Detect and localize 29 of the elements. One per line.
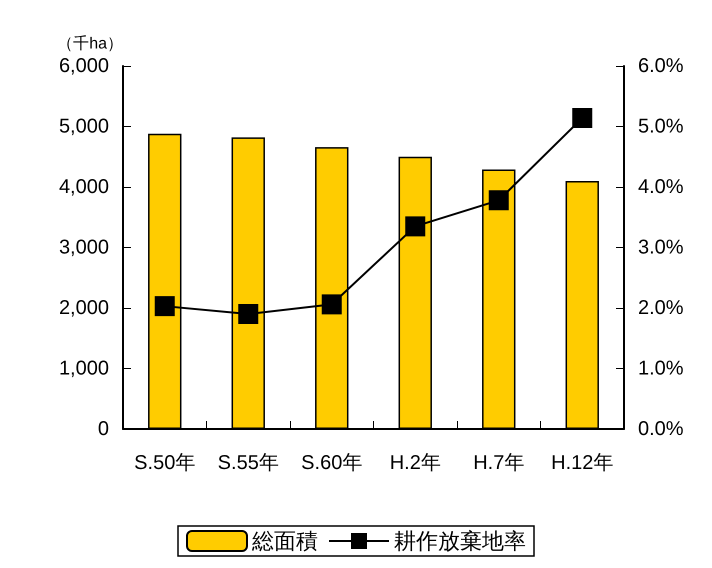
point	[238, 304, 258, 324]
x-tick-label: S.60年	[301, 452, 362, 474]
y-tick-label: 3,000	[58, 236, 109, 258]
y2-tick-label: 1.0%	[638, 358, 684, 380]
legend-label: 耕作放棄地率	[394, 528, 526, 554]
y2-tick-label: 6.0%	[638, 55, 684, 77]
point	[322, 294, 342, 314]
point	[154, 296, 175, 316]
y-tick-label: 4,000	[58, 176, 109, 198]
y-tick-label: 1,000	[58, 358, 109, 380]
y-tick-label: 5,000	[58, 116, 109, 138]
y2-tick-label: 2.0%	[638, 297, 684, 319]
y2-tick-label: 5.0%	[638, 116, 684, 138]
point	[572, 108, 592, 128]
y2-tick-label: 0.0%	[638, 418, 684, 440]
x-tick-label: H.2年	[390, 452, 441, 474]
x-tick-label: S.55年	[218, 452, 279, 474]
legend-label: 総面積	[251, 528, 318, 554]
y2-tick-label: 3.0%	[638, 236, 684, 258]
y-axis-title: （千ha）	[57, 34, 123, 52]
point	[405, 216, 426, 236]
y-tick-label: 6,000	[58, 55, 109, 77]
y2-tick-label: 4.0%	[638, 176, 684, 198]
x-tick-label: H.12年	[551, 452, 614, 474]
y-tick-label: 2,000	[58, 297, 109, 319]
x-tick-label: H.7年	[473, 452, 524, 474]
y-tick-label: 0	[98, 418, 109, 440]
point	[488, 190, 509, 210]
x-tick-label: S.50年	[134, 452, 196, 474]
